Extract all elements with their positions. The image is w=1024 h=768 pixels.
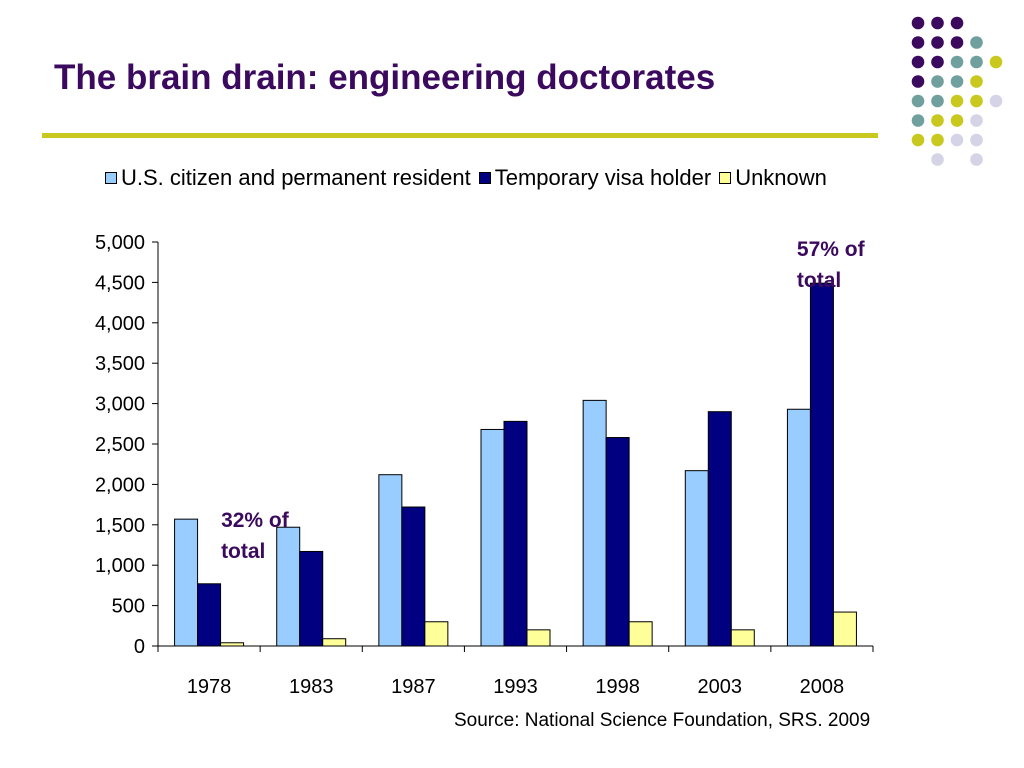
y-tick-label: 4,500 <box>95 272 145 294</box>
legend-label: U.S. citizen and permanent resident <box>121 165 471 190</box>
legend-swatch <box>478 172 491 184</box>
decorative-dot <box>950 55 964 69</box>
bar <box>401 506 426 647</box>
decorative-dot <box>931 153 944 166</box>
y-tick-label: 5,000 <box>95 232 145 254</box>
x-tick-label: 2003 <box>698 676 743 698</box>
decorative-dot <box>950 94 964 108</box>
legend-item: U.S. citizen and permanent resident <box>105 165 471 191</box>
decorative-dot <box>950 114 964 127</box>
bar <box>526 629 551 647</box>
decorative-dot <box>911 94 925 108</box>
annotation-2008: 57% of total <box>797 234 865 296</box>
bar <box>684 470 709 647</box>
bar <box>628 621 653 647</box>
decorative-dot <box>970 75 983 88</box>
x-tick-label: 1998 <box>595 676 640 698</box>
bar <box>299 550 324 647</box>
y-tick-label: 500 <box>112 596 145 618</box>
decorative-dot <box>970 133 983 147</box>
x-tick-label: 1993 <box>493 676 538 698</box>
bar <box>220 642 245 647</box>
bar-chart: 0 500 1,000 1,500 2,000 2,500 3,000 3,500 4,000 4… <box>95 232 874 698</box>
decorative-dot <box>931 75 944 88</box>
bar <box>707 411 732 647</box>
decorative-dot <box>911 114 925 127</box>
decorative-dot <box>931 94 944 108</box>
decorative-dot <box>911 133 925 147</box>
decorative-dot <box>931 114 944 127</box>
chart-legend: U.S. citizen and permanent resident Tempo… <box>105 164 835 192</box>
decorative-dot <box>931 36 944 49</box>
decorative-dot <box>970 153 983 166</box>
decorative-dot <box>950 16 964 30</box>
annotation-line: 32% of <box>221 509 289 533</box>
bar <box>582 399 607 647</box>
y-tick-label: 1,500 <box>95 515 145 537</box>
source-note: Source: National Science Foundation, SRS… <box>454 710 871 731</box>
decorative-dot <box>931 16 944 30</box>
x-tick-label: 1978 <box>187 676 232 698</box>
decorative-dot <box>970 55 983 69</box>
x-tick-label: 1983 <box>289 676 334 698</box>
bar <box>786 408 811 647</box>
bar <box>605 437 630 647</box>
decorative-dot <box>911 75 925 88</box>
annotation-line: total <box>221 540 266 564</box>
legend-item: Temporary visa holder <box>478 165 712 191</box>
y-tick-label: 0 <box>134 636 145 658</box>
decorative-dot <box>970 94 983 108</box>
bar <box>174 518 199 647</box>
decorative-dot-grid <box>911 16 1003 166</box>
page-title: The brain drain: engineering doctorates <box>54 58 716 97</box>
bar <box>197 583 222 647</box>
decorative-dot <box>970 114 983 127</box>
bar <box>730 629 755 647</box>
bar <box>503 420 528 647</box>
bar <box>322 638 347 647</box>
legend-item: Unknown <box>719 165 827 191</box>
legend-swatch <box>105 172 117 184</box>
decorative-dot <box>931 55 944 69</box>
decorative-dot <box>970 36 983 49</box>
decorative-dot <box>911 16 925 30</box>
decorative-dot <box>950 36 964 49</box>
decorative-dot <box>911 55 925 69</box>
y-tick-label: 4,000 <box>95 313 145 335</box>
legend-swatch <box>719 172 732 184</box>
x-tick-label: 1987 <box>391 676 436 698</box>
decorative-dot <box>989 94 1003 108</box>
y-tick-label: 3,000 <box>95 394 145 416</box>
bar <box>832 611 857 647</box>
bar <box>424 621 449 647</box>
bar <box>378 474 403 647</box>
annotation-line: total <box>796 268 842 292</box>
bar <box>809 282 834 647</box>
annotation-1978: 32% of total <box>221 505 289 567</box>
y-tick-label: 2,500 <box>95 434 145 456</box>
y-tick-label: 2,000 <box>95 474 145 496</box>
decorative-dot <box>911 36 925 49</box>
bar <box>480 428 505 647</box>
decorative-dot <box>950 133 964 147</box>
x-tick-label: 2008 <box>800 676 845 698</box>
title-underline <box>42 133 878 138</box>
y-tick-label: 3,500 <box>95 353 145 375</box>
legend-label: Temporary visa holder <box>494 165 712 190</box>
y-tick-label: 1,000 <box>95 555 145 577</box>
decorative-dot <box>931 133 944 147</box>
decorative-dot <box>989 55 1003 69</box>
annotation-line: 57% of <box>796 237 865 261</box>
legend-label: Unknown <box>735 165 827 190</box>
decorative-dot <box>950 75 964 88</box>
